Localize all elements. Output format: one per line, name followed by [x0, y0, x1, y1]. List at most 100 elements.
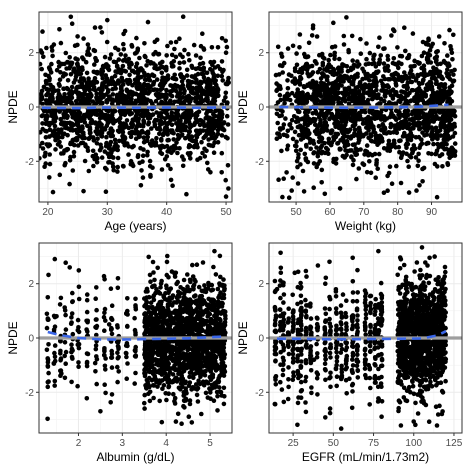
data-point: [364, 90, 370, 96]
data-point: [128, 134, 134, 140]
data-point: [99, 130, 105, 135]
data-point: [61, 86, 66, 91]
data-point: [157, 127, 163, 132]
data-point: [83, 59, 89, 65]
data-point: [137, 97, 142, 102]
data-point: [206, 310, 211, 316]
data-point: [125, 361, 130, 366]
data-point: [176, 99, 181, 104]
data-point: [124, 77, 130, 83]
data-point: [211, 88, 217, 94]
data-point: [154, 286, 159, 292]
data-point: [91, 69, 97, 75]
data-point: [349, 134, 355, 139]
data-point: [406, 190, 412, 195]
data-point: [223, 90, 229, 96]
data-point: [185, 284, 190, 290]
data-point: [77, 117, 83, 122]
data-point: [439, 83, 445, 88]
data-point: [140, 114, 145, 119]
data-point: [190, 351, 196, 356]
data-point: [53, 147, 58, 152]
data-point: [75, 342, 81, 348]
data-point: [404, 86, 410, 92]
data-point: [408, 68, 414, 73]
data-point: [358, 36, 363, 42]
data-point: [397, 149, 402, 155]
data-point: [319, 167, 325, 173]
data-point: [377, 35, 382, 40]
data-point: [180, 122, 186, 128]
data-point: [165, 379, 171, 385]
data-point: [121, 164, 126, 169]
data-point: [118, 90, 123, 95]
data-point: [439, 75, 445, 81]
data-point: [180, 14, 186, 19]
data-point: [419, 141, 425, 146]
data-point: [84, 309, 90, 315]
data-point: [46, 142, 52, 147]
data-point: [43, 135, 49, 140]
data-point: [133, 296, 138, 302]
data-point: [49, 48, 55, 53]
data-point: [165, 128, 170, 133]
data-point: [451, 32, 456, 38]
data-point: [123, 350, 129, 356]
data-point: [218, 274, 223, 280]
data-point: [172, 46, 177, 52]
data-point: [112, 81, 118, 86]
data-point: [165, 43, 170, 49]
data-point: [142, 96, 147, 101]
data-point: [289, 117, 295, 123]
data-point: [208, 120, 213, 125]
data-point: [137, 55, 142, 61]
y-tick-label: 0: [258, 103, 264, 114]
data-point: [152, 283, 157, 289]
data-point: [217, 281, 222, 286]
data-point: [439, 141, 445, 146]
data-point: [306, 73, 312, 79]
data-point: [44, 311, 50, 317]
data-point: [44, 45, 49, 51]
data-point: [200, 379, 206, 385]
data-point: [215, 393, 220, 399]
data-point: [349, 148, 354, 153]
data-point: [140, 175, 146, 180]
data-point: [344, 117, 350, 122]
data-point: [187, 398, 193, 403]
data-point: [39, 50, 45, 56]
data-point: [294, 99, 299, 104]
data-point: [303, 156, 309, 161]
data-point: [385, 83, 390, 88]
data-point: [381, 146, 387, 151]
data-point: [45, 91, 51, 96]
data-point: [75, 383, 80, 389]
data-point: [397, 53, 403, 59]
data-point: [159, 370, 165, 375]
data-point: [345, 68, 351, 74]
data-point: [159, 64, 165, 70]
x-tick-label: 40: [161, 207, 173, 218]
data-point: [145, 116, 151, 121]
data-point: [378, 115, 383, 120]
data-point: [391, 28, 397, 34]
data-point: [307, 81, 313, 86]
data-point: [191, 375, 196, 381]
data-point: [216, 385, 222, 390]
data-point: [182, 47, 187, 53]
data-point: [326, 65, 332, 70]
data-point: [413, 155, 419, 160]
data-point: [360, 121, 366, 126]
data-point: [378, 53, 384, 58]
data-point: [142, 41, 147, 46]
data-point: [444, 141, 449, 147]
data-point: [441, 109, 446, 115]
data-point: [310, 138, 316, 144]
data-point: [283, 116, 288, 121]
data-point: [60, 134, 65, 140]
data-point: [171, 137, 176, 142]
data-point: [204, 70, 210, 76]
x-axis-title: Weight (kg): [335, 219, 396, 233]
data-point: [180, 163, 186, 169]
data-point: [297, 32, 303, 37]
